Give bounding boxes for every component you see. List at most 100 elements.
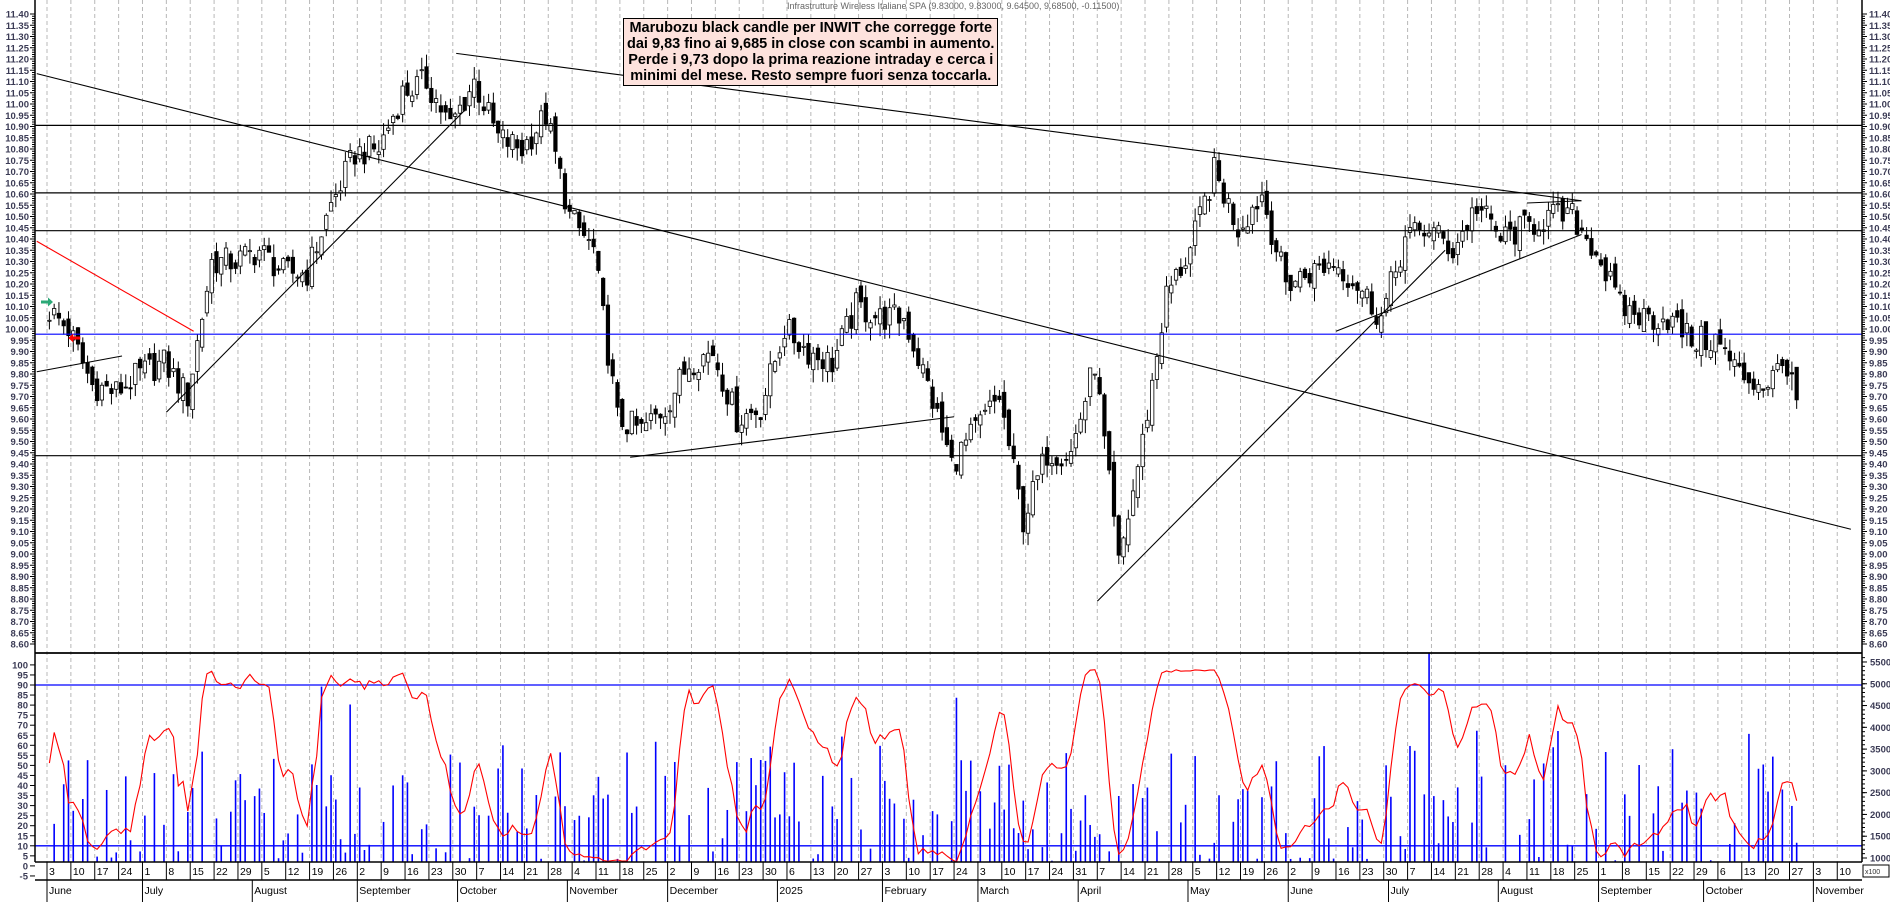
candle-body xyxy=(1761,388,1766,391)
candle xyxy=(448,98,453,120)
candle xyxy=(601,277,606,311)
candle xyxy=(1393,260,1398,286)
osc-tick-label: 40 xyxy=(17,781,28,792)
candle xyxy=(1130,479,1136,517)
candle-body xyxy=(75,327,81,345)
candle-body xyxy=(1016,464,1021,490)
candle xyxy=(1699,320,1704,367)
candle xyxy=(1498,232,1503,243)
candle xyxy=(1713,333,1718,365)
candle-body xyxy=(1073,433,1078,449)
candle-body xyxy=(815,347,821,361)
candle-body xyxy=(1746,372,1752,384)
candle-body xyxy=(1546,209,1551,227)
candle xyxy=(1178,258,1183,279)
candle xyxy=(1111,450,1117,527)
candle xyxy=(481,95,486,116)
candle xyxy=(944,415,949,447)
volume-tick-label: 10000 xyxy=(1870,854,1890,865)
candle xyxy=(1785,358,1790,385)
candle xyxy=(1068,439,1074,467)
candle xyxy=(892,293,897,310)
candle-body xyxy=(204,290,210,314)
candle-body xyxy=(710,345,716,357)
candle xyxy=(1355,280,1360,304)
candle xyxy=(1092,373,1097,380)
candle-body xyxy=(309,246,315,287)
candle xyxy=(410,90,415,108)
y-tick-label: 9.70 xyxy=(11,392,30,403)
candle xyxy=(80,337,85,369)
candle-body xyxy=(486,102,491,111)
candle xyxy=(925,361,930,382)
candle xyxy=(357,138,362,163)
month-label: November xyxy=(569,885,618,897)
candle xyxy=(519,132,525,164)
candle-body xyxy=(1455,242,1460,255)
candle xyxy=(90,365,95,392)
week-label: 25 xyxy=(1577,866,1589,878)
candle xyxy=(1083,397,1088,434)
candle-body xyxy=(687,368,692,382)
week-label: 23 xyxy=(741,866,753,878)
osc-tick-label: 85 xyxy=(17,691,28,702)
candle xyxy=(1150,372,1155,432)
week-label: 5 xyxy=(1195,866,1201,878)
candle-body xyxy=(433,98,439,103)
candle-body xyxy=(1255,206,1260,210)
candle-body xyxy=(362,151,367,165)
candle xyxy=(844,308,849,334)
candle-body xyxy=(534,132,539,145)
y-tick-label: 10.20 xyxy=(5,280,29,291)
candle-body xyxy=(586,239,591,242)
frame xyxy=(34,0,1863,881)
candle-body xyxy=(1164,285,1169,328)
candle xyxy=(281,256,286,274)
y-tick-label: 9.40 xyxy=(11,460,30,471)
y-tick-label: 10.60 xyxy=(5,190,29,201)
week-label: 3 xyxy=(884,866,890,878)
candle xyxy=(118,373,124,396)
candle-body xyxy=(515,139,520,149)
annotation-line: Marubozu black candle per INWIT che corr… xyxy=(629,20,993,36)
week-label: 1 xyxy=(1601,866,1607,878)
candle-body xyxy=(505,137,510,147)
candle xyxy=(157,349,162,383)
y-tick-label: 10.05 xyxy=(1869,313,1890,324)
candle-body xyxy=(147,353,152,360)
week-label: 20 xyxy=(1768,866,1780,878)
candle-body xyxy=(935,402,940,409)
candle xyxy=(801,334,806,356)
candle-body xyxy=(1660,318,1666,323)
candle xyxy=(1188,246,1193,277)
week-label: 15 xyxy=(192,866,204,878)
candle-body xyxy=(1407,227,1413,233)
week-label: 7 xyxy=(479,866,485,878)
candle-body xyxy=(553,116,558,152)
week-label: 27 xyxy=(1792,866,1804,878)
week-label: 9 xyxy=(693,866,699,878)
candle-body xyxy=(1030,481,1035,516)
candle-body xyxy=(968,423,973,441)
y-tick-label: 9.35 xyxy=(1869,471,1888,482)
month-label: October xyxy=(1706,885,1744,897)
candle-body xyxy=(1302,268,1308,279)
candle-body xyxy=(424,66,429,89)
candle xyxy=(1613,256,1618,290)
candle xyxy=(486,93,491,114)
week-label: 2 xyxy=(359,866,365,878)
candle-body xyxy=(1379,315,1384,333)
candle xyxy=(1422,224,1427,247)
candle xyxy=(1646,305,1651,322)
candle-body xyxy=(381,134,386,150)
week-label: 17 xyxy=(1028,866,1040,878)
candle-body xyxy=(667,410,673,413)
week-label: 13 xyxy=(813,866,825,878)
y-tick-label: 9.35 xyxy=(11,471,30,482)
y-tick-label: 9.90 xyxy=(1869,347,1888,358)
osc-tick-label: 15 xyxy=(17,831,28,842)
candle xyxy=(1379,306,1384,338)
candle xyxy=(1489,205,1494,232)
week-label: 28 xyxy=(1481,866,1493,878)
candle xyxy=(1436,221,1441,238)
